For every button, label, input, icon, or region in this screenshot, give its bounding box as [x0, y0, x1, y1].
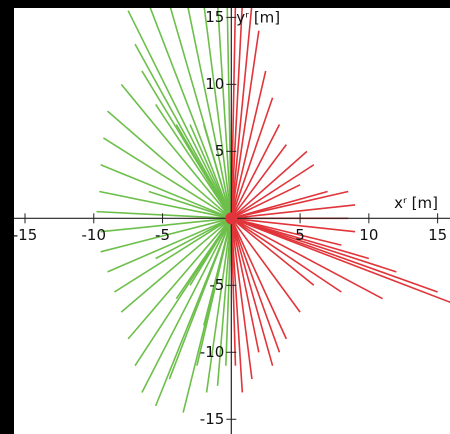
y-tick-label: -15	[200, 410, 225, 428]
y-tick-label: 15	[205, 8, 224, 26]
y-tick-label: -5	[209, 276, 224, 294]
y-tick-label: 5	[215, 142, 225, 160]
x-tick-label: 10	[359, 226, 378, 244]
x-tick-label: 5	[295, 226, 305, 244]
sensor-origin	[225, 212, 237, 224]
x-tick-label: -5	[155, 226, 170, 244]
x-axis-label: xʳ [m]	[394, 194, 438, 212]
x-tick-label: -15	[13, 226, 38, 244]
y-tick-label: 10	[205, 75, 224, 93]
x-tick-label: -10	[82, 226, 107, 244]
y-axis-label: yʳ [m]	[236, 9, 280, 27]
x-tick-label: 15	[428, 226, 447, 244]
chart: -15 -10 -5 5 10 15 15 10 5 -5 -10 -15 xʳ [m] yʳ [m]	[0, 0, 450, 434]
y-tick-label: -10	[200, 343, 225, 361]
